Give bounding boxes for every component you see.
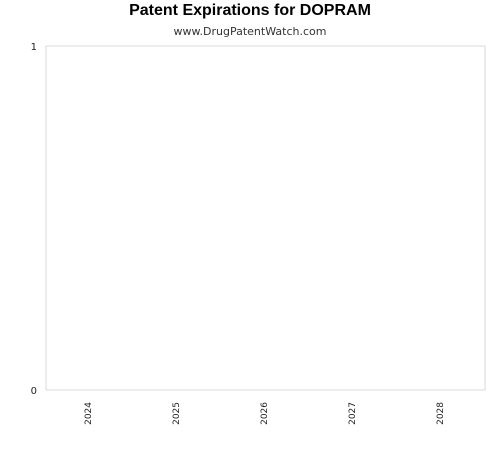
plot-area [45, 45, 486, 391]
x-tick-label: 2024 [84, 402, 94, 425]
y-tick-label: 0 [31, 386, 37, 397]
y-axis-ticks: 01 [31, 42, 37, 397]
x-tick-label: 2026 [260, 402, 270, 425]
x-axis-ticks: 2024 2025 2026 2027 2028 [84, 402, 446, 425]
y-tick-label: 1 [31, 42, 37, 53]
chart-subtitle: www.DrugPatentWatch.com [173, 25, 327, 38]
x-tick-label: 2027 [348, 402, 358, 425]
chart-title: Patent Expirations for DOPRAM [129, 2, 371, 19]
x-tick-label: 2025 [172, 402, 182, 425]
x-tick-label: 2028 [436, 402, 446, 425]
